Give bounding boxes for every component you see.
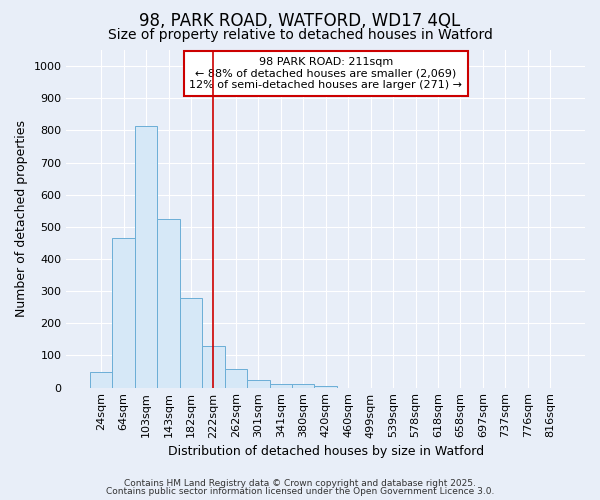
Bar xyxy=(135,126,157,388)
Bar xyxy=(202,346,224,388)
Bar xyxy=(292,384,314,388)
Text: Size of property relative to detached houses in Watford: Size of property relative to detached ho… xyxy=(107,28,493,42)
Text: 98 PARK ROAD: 211sqm
← 88% of detached houses are smaller (2,069)
12% of semi-de: 98 PARK ROAD: 211sqm ← 88% of detached h… xyxy=(189,57,462,90)
Bar xyxy=(90,372,112,388)
Bar xyxy=(314,386,337,388)
Bar xyxy=(224,369,247,388)
Bar xyxy=(157,219,180,388)
Bar xyxy=(269,384,292,388)
Bar xyxy=(247,380,269,388)
Bar xyxy=(112,238,135,388)
Text: 98, PARK ROAD, WATFORD, WD17 4QL: 98, PARK ROAD, WATFORD, WD17 4QL xyxy=(139,12,461,30)
Bar xyxy=(180,298,202,388)
X-axis label: Distribution of detached houses by size in Watford: Distribution of detached houses by size … xyxy=(167,444,484,458)
Y-axis label: Number of detached properties: Number of detached properties xyxy=(15,120,28,318)
Text: Contains HM Land Registry data © Crown copyright and database right 2025.: Contains HM Land Registry data © Crown c… xyxy=(124,478,476,488)
Text: Contains public sector information licensed under the Open Government Licence 3.: Contains public sector information licen… xyxy=(106,487,494,496)
